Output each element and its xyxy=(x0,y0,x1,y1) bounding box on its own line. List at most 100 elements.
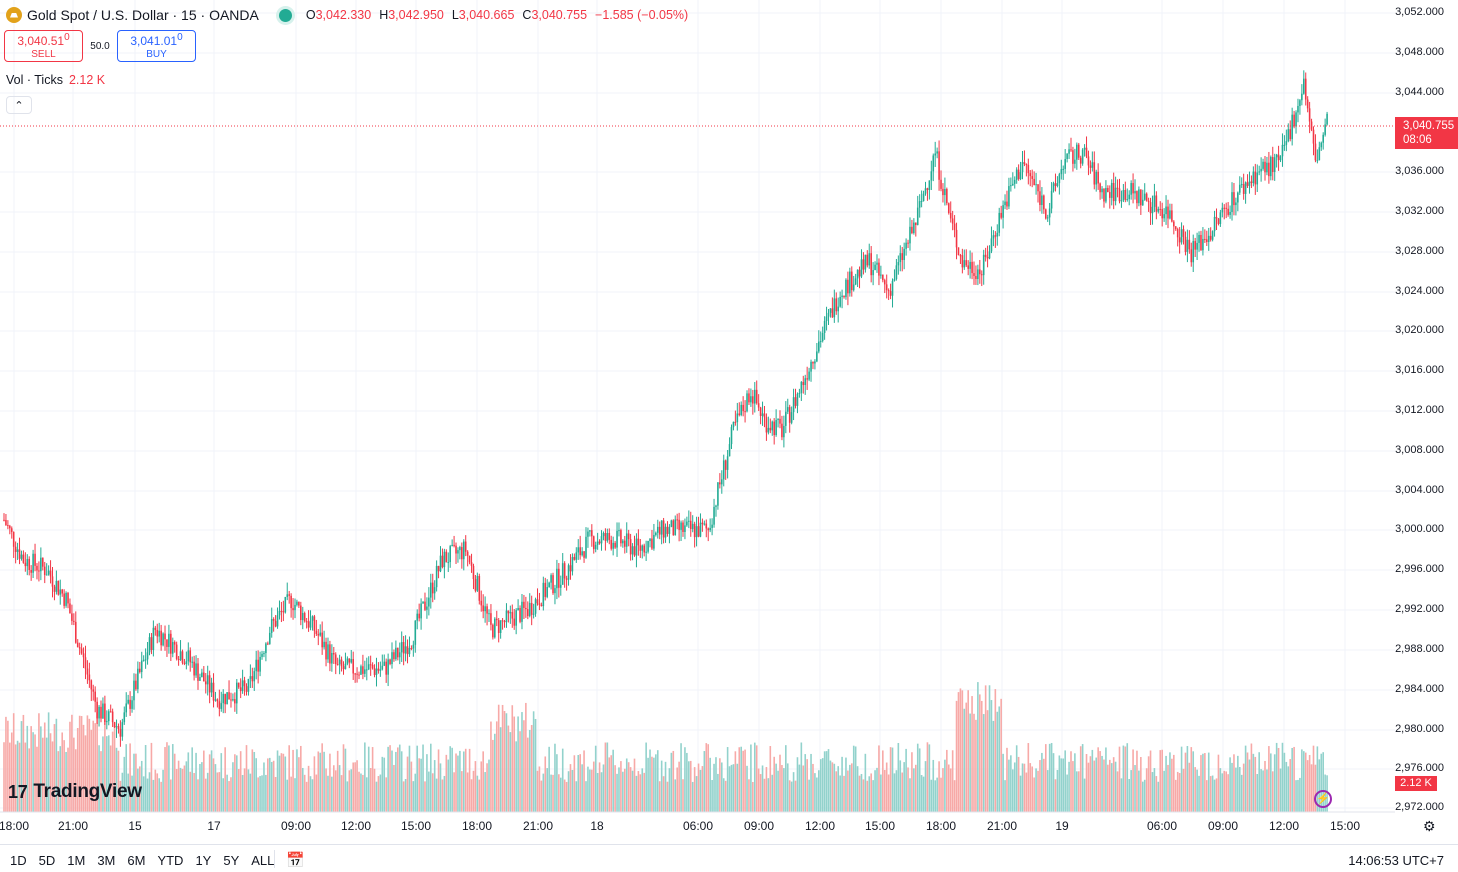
range-1m-button[interactable]: 1M xyxy=(67,853,86,868)
volume-bar xyxy=(1246,752,1249,812)
candle-body xyxy=(980,274,983,276)
range-1y-button[interactable]: 1Y xyxy=(195,853,212,868)
volume-bar xyxy=(973,713,975,812)
current-price-tag: 3,040.755 08:06 xyxy=(1395,117,1458,149)
ohlc-open-label: O xyxy=(305,8,316,22)
chart-settings-icon[interactable]: ⚙ xyxy=(1423,818,1436,834)
candle-body xyxy=(1262,161,1264,169)
volume-bar xyxy=(109,745,112,812)
candle-body xyxy=(1287,129,1290,142)
volume-bar xyxy=(862,779,865,812)
candle-body xyxy=(913,222,915,234)
volume-bar xyxy=(472,770,475,812)
candle-body xyxy=(1303,78,1305,94)
candle-body xyxy=(1076,144,1078,160)
candle-body xyxy=(1270,157,1272,177)
volume-bar xyxy=(752,781,754,812)
volume-bar xyxy=(715,757,717,812)
candle-body xyxy=(719,482,721,485)
market-open-status-icon[interactable] xyxy=(278,8,292,22)
volume-bar xyxy=(707,744,710,812)
volume-bar xyxy=(185,761,188,812)
candle-body xyxy=(1079,157,1082,164)
candle-body xyxy=(990,238,993,252)
candle-body xyxy=(973,273,975,277)
range-ytd-button[interactable]: YTD xyxy=(157,853,184,868)
candle-body xyxy=(1037,184,1039,192)
candle-body xyxy=(969,261,971,269)
range-all-button[interactable]: ALL xyxy=(251,853,275,868)
volume-bar xyxy=(117,750,120,812)
candle-body xyxy=(1190,249,1193,263)
volume-bar xyxy=(414,773,417,812)
volume-bar xyxy=(1143,779,1146,812)
volume-bar xyxy=(856,766,859,812)
range-3m-button[interactable]: 3M xyxy=(97,853,116,868)
volume-bar xyxy=(49,733,52,812)
candle-body xyxy=(234,699,236,704)
candle-body xyxy=(1097,171,1099,184)
volume-bar xyxy=(1089,756,1092,812)
candle-body xyxy=(850,271,853,291)
candle-body xyxy=(1043,195,1045,210)
volume-bar xyxy=(528,729,531,812)
volume-legend[interactable]: Vol · Ticks 2.12 K xyxy=(6,73,105,87)
volume-bar xyxy=(1109,759,1111,812)
range-5y-button[interactable]: 5Y xyxy=(223,853,240,868)
volume-bar xyxy=(18,742,21,812)
candle-body xyxy=(139,668,141,673)
candle-body xyxy=(1240,184,1243,186)
candle-body xyxy=(561,563,564,585)
candle-body xyxy=(1058,174,1061,184)
volume-bar xyxy=(5,716,7,812)
buy-button[interactable]: 3,041.010 BUY xyxy=(117,30,196,62)
volume-bar xyxy=(1000,698,1002,812)
tradingview-logo[interactable]: 17 TradingView xyxy=(8,781,142,803)
candle-body xyxy=(305,621,308,623)
volume-bar xyxy=(1147,756,1150,812)
chevron-up-icon: ⌃ xyxy=(14,99,24,112)
volume-bar xyxy=(1198,775,1200,812)
candle-body xyxy=(979,269,981,275)
volume-bar xyxy=(445,754,448,812)
lightning-icon[interactable]: ⚡ xyxy=(1314,790,1332,808)
candle-body xyxy=(651,538,653,549)
volume-bar xyxy=(61,732,63,812)
volume-bar xyxy=(843,775,845,812)
candle-body xyxy=(286,594,289,597)
candle-body xyxy=(342,666,345,670)
volume-bar xyxy=(261,775,263,812)
candle-body xyxy=(882,274,884,281)
candle-body xyxy=(414,620,417,645)
volume-bar xyxy=(837,766,839,812)
volume-bar xyxy=(585,781,587,812)
clock-timezone[interactable]: 14:06:53 UTC+7 xyxy=(1348,853,1444,868)
volume-bar xyxy=(924,761,927,812)
volume-bar xyxy=(680,743,682,812)
candle-body xyxy=(1107,187,1109,193)
candle-body xyxy=(340,659,343,667)
range-1d-button[interactable]: 1D xyxy=(10,853,27,868)
volume-bar xyxy=(1235,767,1237,812)
volume-bar xyxy=(1044,744,1047,812)
buy-label: BUY xyxy=(146,48,167,60)
volume-bar xyxy=(1291,747,1293,812)
volume-bar xyxy=(1213,779,1216,812)
volume-bar xyxy=(911,752,913,812)
candle-body xyxy=(162,633,164,646)
volume-bar xyxy=(1116,771,1119,812)
sell-button[interactable]: 3,040.510 SELL xyxy=(4,30,83,62)
range-5d-button[interactable]: 5D xyxy=(38,853,56,868)
volume-bar xyxy=(426,754,428,812)
go-to-date-calendar-icon[interactable]: 📅 xyxy=(286,852,305,869)
symbol-title[interactable]: Gold Spot / U.S. Dollar · 15 · OANDA xyxy=(27,7,259,23)
collapse-legend-button[interactable]: ⌃ xyxy=(6,96,32,114)
price-chart[interactable] xyxy=(0,0,1458,843)
candle-body xyxy=(1046,217,1049,219)
candle-body xyxy=(170,633,172,654)
candle-body xyxy=(80,648,83,654)
volume-bar xyxy=(882,750,884,812)
candle-body xyxy=(1254,171,1257,185)
range-6m-button[interactable]: 6M xyxy=(127,853,146,868)
volume-bar xyxy=(1072,761,1074,812)
